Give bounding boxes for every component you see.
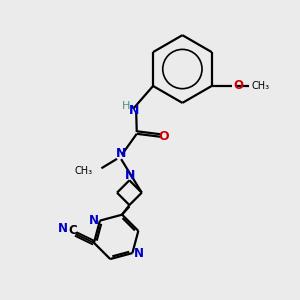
Text: N: N <box>124 169 135 182</box>
Text: N: N <box>129 104 140 117</box>
Text: C: C <box>68 224 77 237</box>
Text: CH₃: CH₃ <box>252 81 270 91</box>
Text: CH₃: CH₃ <box>74 166 93 176</box>
Text: H: H <box>122 101 130 111</box>
Text: N: N <box>134 247 144 260</box>
Text: N: N <box>116 147 126 160</box>
Text: N: N <box>89 214 99 227</box>
Text: O: O <box>233 79 243 92</box>
Text: O: O <box>158 130 169 143</box>
Text: N: N <box>58 222 68 235</box>
